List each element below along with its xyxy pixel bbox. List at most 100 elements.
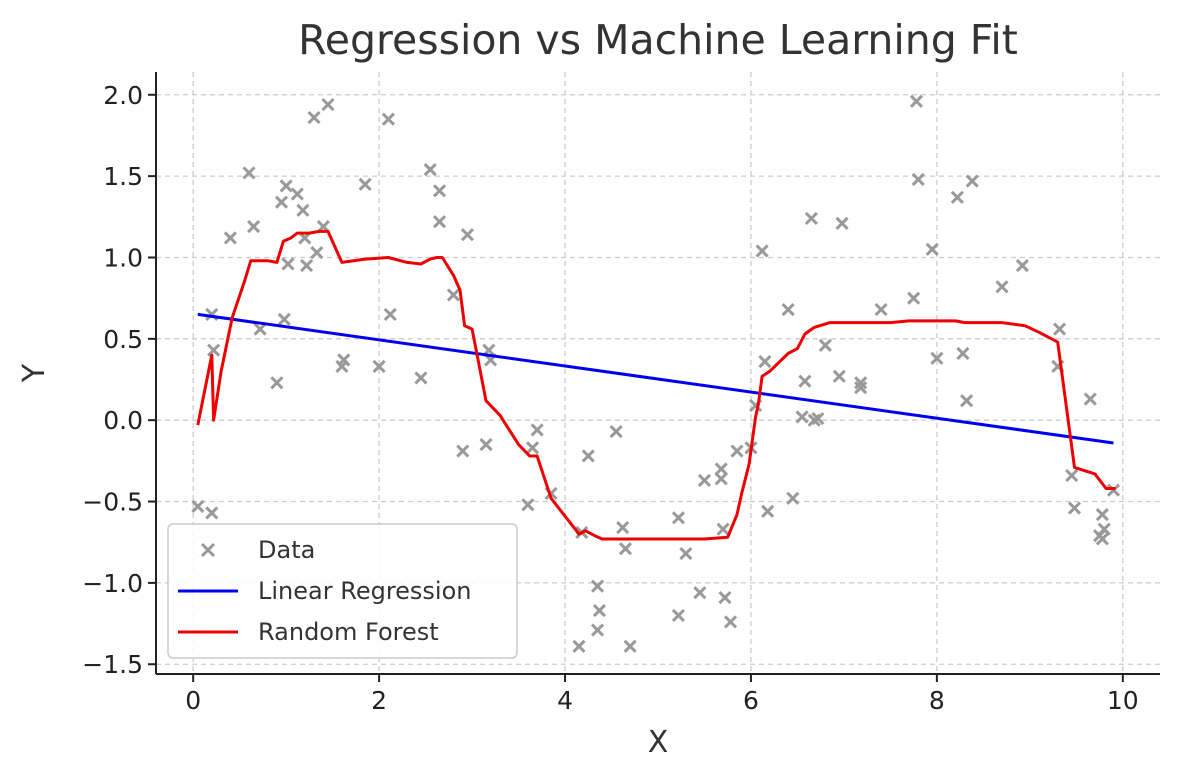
data-point <box>671 608 686 622</box>
marker-stroke <box>1095 532 1109 546</box>
marker-stroke <box>592 603 606 618</box>
marker-stroke <box>995 280 1009 294</box>
data-point <box>716 522 730 536</box>
data-point <box>207 343 221 357</box>
marker-stroke <box>930 351 944 365</box>
marker-stroke <box>909 94 923 108</box>
plot-area <box>191 94 1121 653</box>
data-point <box>321 97 335 112</box>
marker-stroke <box>460 228 474 242</box>
data-point <box>781 302 795 317</box>
data-point <box>832 369 846 383</box>
marker-stroke <box>456 444 470 458</box>
marker-stroke <box>616 521 630 535</box>
x-tick-label: 8 <box>929 686 945 715</box>
x-axis-ticks: 0 2 4 6 8 10 <box>185 674 1139 715</box>
marker-stroke <box>618 542 633 556</box>
legend-frame <box>167 523 518 659</box>
x-axis-label: X <box>648 725 669 760</box>
data-point <box>907 291 921 305</box>
x-tick-label: 10 <box>1107 686 1139 715</box>
marker-stroke <box>679 547 693 561</box>
marker-stroke <box>423 163 437 177</box>
data-point <box>307 110 321 125</box>
marker-stroke <box>358 177 372 191</box>
data-point <box>277 312 291 326</box>
data-point <box>1083 392 1097 406</box>
data-point <box>697 473 712 487</box>
marker-stroke <box>277 312 291 326</box>
data-point <box>755 244 769 258</box>
data-point <box>930 351 944 365</box>
data-point <box>798 374 812 388</box>
marker-stroke <box>609 425 623 439</box>
y-tick-label: −1.5 <box>82 650 143 679</box>
data-point <box>956 346 970 361</box>
marker-stroke <box>718 590 732 605</box>
marker-stroke <box>372 359 386 374</box>
data-point <box>1065 468 1079 483</box>
data-point <box>714 472 728 486</box>
y-axis-label: Y <box>17 363 52 383</box>
data-point <box>811 411 825 426</box>
data-point <box>530 423 544 437</box>
marker-stroke <box>804 211 818 225</box>
marker-stroke <box>854 381 868 395</box>
marker-stroke <box>479 438 493 452</box>
data-point <box>296 203 310 217</box>
marker-stroke <box>697 473 712 487</box>
data-point <box>274 195 289 209</box>
marker-stroke <box>296 203 310 217</box>
data-point <box>909 94 923 108</box>
marker-stroke <box>300 259 314 273</box>
marker-stroke <box>591 623 605 637</box>
data-point <box>423 163 437 177</box>
data-point <box>616 521 630 535</box>
data-point <box>521 498 535 512</box>
marker-stroke <box>591 579 605 593</box>
data-point <box>1053 322 1067 336</box>
data-point <box>270 376 284 390</box>
data-point <box>372 359 386 374</box>
marker-stroke <box>786 491 800 505</box>
data-point <box>960 394 974 408</box>
marker-stroke <box>798 374 812 388</box>
data-point <box>242 166 256 180</box>
data-point <box>247 220 261 234</box>
marker-stroke <box>1067 501 1082 515</box>
data-point <box>795 410 809 424</box>
data-point <box>693 586 707 600</box>
marker-stroke <box>832 369 846 383</box>
y-tick-label: 0.0 <box>103 406 143 435</box>
marker-stroke <box>432 215 447 229</box>
marker-stroke <box>693 586 707 600</box>
legend: Data Linear Regression Random Forest <box>167 523 518 659</box>
marker-stroke <box>758 355 772 369</box>
y-tick-label: −0.5 <box>82 488 143 517</box>
marker-stroke <box>207 343 221 357</box>
marker-stroke <box>911 172 925 186</box>
data-point <box>414 371 428 385</box>
marker-stroke <box>205 506 219 520</box>
marker-stroke <box>525 441 540 455</box>
data-point <box>310 246 324 260</box>
marker-stroke <box>925 242 939 256</box>
data-point <box>432 215 447 229</box>
legend-label-linear-regression: Linear Regression <box>258 577 472 605</box>
marker-stroke <box>716 522 730 536</box>
marker-stroke <box>274 195 289 209</box>
legend-label-data: Data <box>258 536 315 564</box>
data-point <box>950 190 964 204</box>
marker-stroke <box>874 302 888 317</box>
x-tick-label: 0 <box>185 686 201 715</box>
marker-stroke <box>279 179 293 193</box>
marker-stroke <box>310 246 324 260</box>
marker-stroke <box>1095 507 1109 522</box>
legend-marker-data <box>200 542 216 558</box>
marker-stroke <box>521 498 535 512</box>
data-point <box>1095 507 1109 522</box>
marker-stroke <box>281 257 295 271</box>
data-point <box>609 425 623 439</box>
data-point <box>723 615 738 629</box>
